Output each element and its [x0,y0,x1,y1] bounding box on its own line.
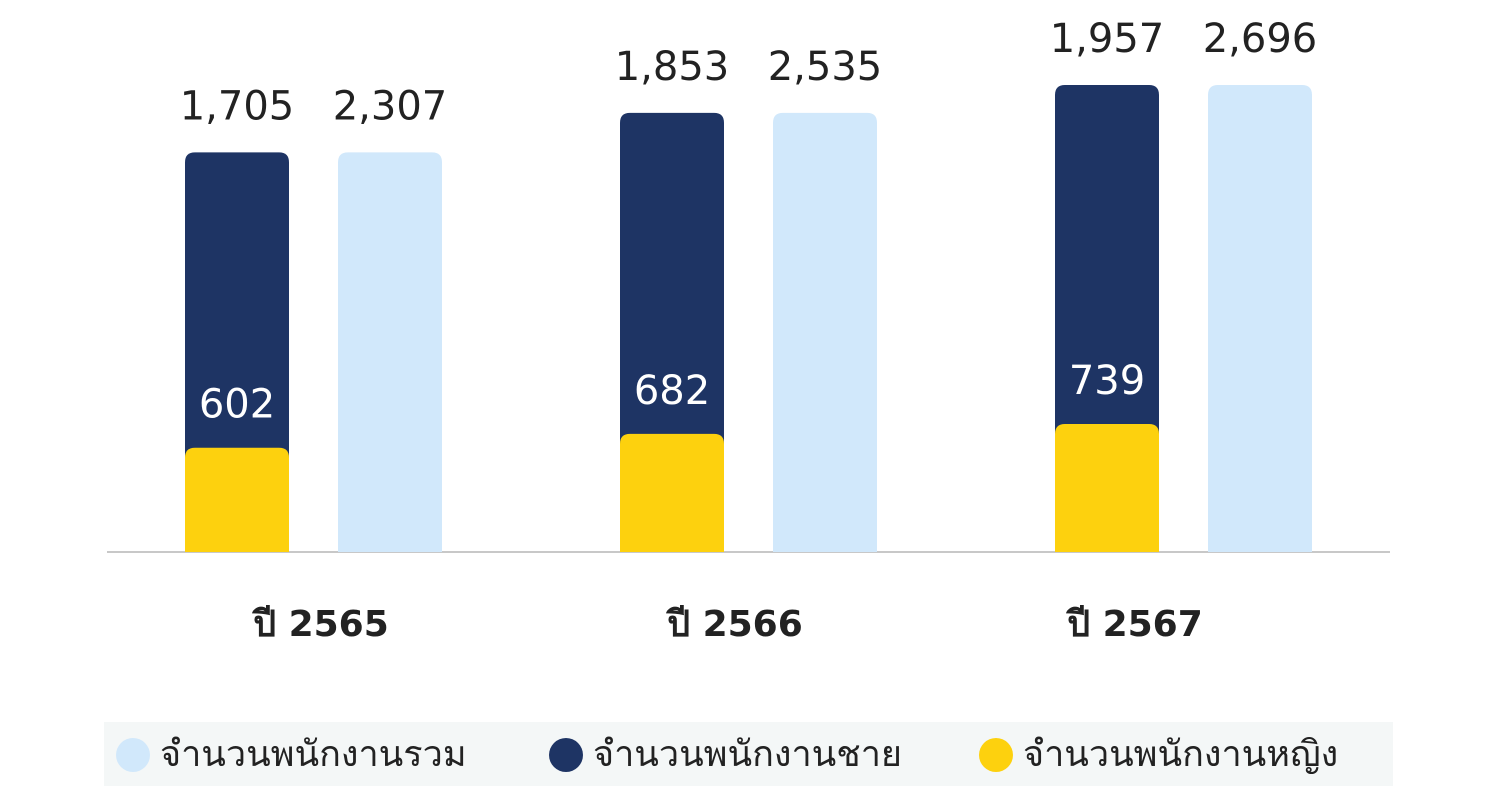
legend-swatch [549,738,583,772]
value-label: 1,853 [615,44,730,90]
value-label: 2,535 [768,44,883,90]
bar-female [1055,423,1159,552]
legend-box [104,722,1393,786]
bar-total [773,112,877,552]
legend-label: จำนวนพนักงานรวม [160,734,467,775]
value-label: 2,307 [333,83,448,129]
bar-female [185,447,289,552]
bar-male [1055,85,1159,436]
x-tick-label: ปี 2565 [252,604,389,645]
legend-swatch [979,738,1013,772]
legend-label: จำนวนพนักงานหญิง [1023,734,1338,775]
bar-male [185,152,289,460]
bar-male [620,112,724,446]
value-label: 682 [634,368,710,414]
value-label: 739 [1069,358,1145,404]
bar-total [1208,85,1312,552]
bar-female [620,433,724,552]
value-label: 2,696 [1203,16,1318,62]
legend-label: จำนวนพนักงานชาย [593,734,902,775]
value-label: 602 [199,382,275,428]
legend-swatch [116,738,150,772]
x-tick-label: ปี 2566 [666,604,803,645]
value-label: 1,957 [1050,16,1165,62]
bar-total [338,152,442,552]
value-label: 1,705 [180,83,295,129]
x-tick-label: ปี 2567 [1066,604,1203,645]
